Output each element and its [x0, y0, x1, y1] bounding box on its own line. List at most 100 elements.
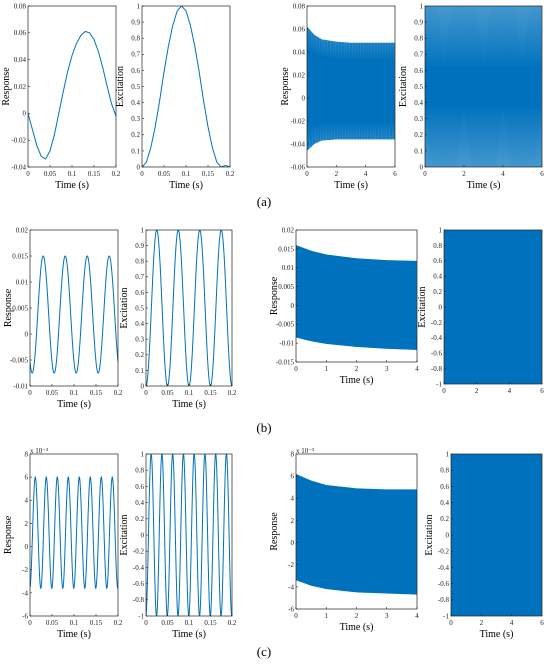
x-axis-label: Time (s)	[169, 180, 203, 191]
y-tick-label: 0	[291, 539, 295, 547]
y-tick-label: 0.5	[135, 304, 144, 312]
x-axis-label: Time (s)	[340, 622, 374, 633]
y-tick-label: -4	[288, 583, 294, 591]
x-tick-label: 0.2	[228, 389, 237, 397]
y-tick-label: 0.1	[414, 147, 423, 155]
x-tick-label: 0	[140, 170, 144, 178]
x-tick-label: 0.1	[70, 389, 79, 397]
x-tick-label: 0.1	[185, 619, 194, 627]
x-tick-label: 4	[501, 170, 505, 178]
y-tick-label: 0	[446, 531, 450, 539]
y-tick-label: 0	[141, 382, 145, 390]
x-tick-label: 0.15	[90, 619, 103, 627]
y-tick-label: 0	[420, 163, 424, 171]
plot-area	[142, 6, 230, 167]
y-tick-label: 0.7	[131, 51, 140, 59]
y-tick-label: 0	[25, 330, 29, 338]
y-tick-label: 0.6	[414, 67, 423, 75]
x-tick-label: 0	[28, 389, 32, 397]
y-tick-label: 0.9	[414, 19, 423, 27]
x-tick-label: 6	[540, 170, 544, 178]
y-axis-label: Excitation	[398, 66, 409, 107]
x-tick-label: 0.1	[70, 619, 79, 627]
y-tick-label: 0.6	[440, 483, 449, 491]
x-tick-label: 0.2	[112, 170, 121, 178]
x-tick-label: 6	[393, 170, 397, 178]
y-tick-label: -0.8	[438, 596, 450, 604]
plot-area	[146, 454, 232, 616]
y-tick-label: -0.6	[431, 350, 443, 358]
y-tick-label: 0.9	[135, 242, 144, 250]
y-tick-label: 0.02	[14, 83, 27, 91]
x-tick-label: 2	[355, 365, 359, 373]
y-axis-exponent: x 10⁻³	[30, 447, 48, 455]
y-tick-label: 0.005	[278, 283, 294, 291]
y-tick-label: 0	[25, 543, 29, 551]
y-tick-label: 8	[291, 450, 295, 458]
x-tick-label: 0	[305, 170, 309, 178]
x-axis-label: Time (s)	[172, 399, 206, 410]
y-tick-label: -0.04	[290, 140, 305, 148]
caption-a: (a)	[257, 194, 271, 209]
x-tick-label: 0	[294, 365, 298, 373]
y-tick-label: 0.08	[14, 2, 27, 10]
y-tick-label: 0.3	[414, 115, 423, 123]
y-tick-label: 0.5	[131, 83, 140, 91]
y-tick-label: 0.3	[131, 115, 140, 123]
x-tick-label: 0.05	[44, 170, 57, 178]
x-tick-label: 0	[449, 619, 453, 627]
series-line	[146, 454, 232, 616]
plot-frame	[28, 6, 116, 167]
y-tick-label: 0.02	[293, 71, 306, 79]
y-tick-label: 0	[137, 163, 141, 171]
x-tick-label: 0.05	[158, 170, 171, 178]
y-tick-label: -0.01	[13, 382, 28, 390]
y-tick-label: -0.005	[10, 356, 29, 364]
y-tick-label: 0.04	[293, 48, 306, 56]
x-tick-label: 0.05	[46, 389, 59, 397]
y-tick-label: -1	[443, 612, 449, 620]
y-tick-label: 0.8	[135, 467, 144, 475]
x-tick-label: 0	[294, 612, 298, 620]
x-tick-label: 4	[415, 365, 419, 373]
y-axis-label: Excitation	[115, 66, 126, 107]
y-tick-label: 0.015	[12, 252, 28, 260]
y-tick-label: 0.4	[433, 273, 442, 281]
x-tick-label: 0	[442, 387, 446, 395]
x-axis-label: Time (s)	[57, 629, 91, 640]
series-line	[146, 230, 232, 386]
y-tick-label: -0.04	[11, 163, 26, 171]
x-tick-label: 0.1	[185, 389, 194, 397]
x-tick-label: 0.15	[202, 170, 215, 178]
series-oscillation	[444, 230, 542, 384]
plot-area	[296, 474, 417, 595]
y-tick-label: -0.2	[438, 548, 450, 556]
y-tick-label: 0	[439, 303, 443, 311]
x-tick-label: 0.2	[226, 170, 235, 178]
y-tick-label: 0.2	[135, 515, 144, 523]
y-tick-label: -0.4	[438, 564, 450, 572]
x-tick-label: 3	[385, 365, 389, 373]
x-tick-label: 4	[508, 387, 512, 395]
y-tick-label: -0.06	[290, 163, 305, 171]
y-tick-label: 0.4	[131, 99, 140, 107]
plot-frame	[146, 230, 232, 386]
y-tick-label: 0.01	[16, 278, 29, 286]
plot-area	[451, 454, 542, 616]
y-tick-label: 0.8	[414, 35, 423, 43]
y-tick-label: 0.8	[440, 467, 449, 475]
y-axis-label: Excitation	[119, 514, 130, 555]
y-tick-label: 2	[291, 517, 295, 525]
y-tick-label: 0.2	[131, 131, 140, 139]
y-tick-label: -0.02	[290, 117, 305, 125]
y-tick-label: 4	[291, 495, 295, 503]
y-tick-label: 0.2	[433, 288, 442, 296]
x-tick-label: 0.15	[90, 389, 103, 397]
y-axis-label: Response	[3, 288, 14, 327]
